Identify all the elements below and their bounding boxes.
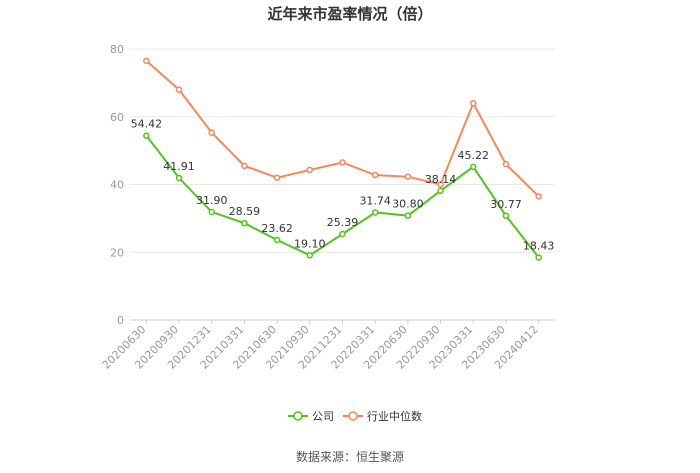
source-note: 数据来源：恒生聚源	[295, 450, 404, 464]
data-point	[404, 212, 412, 219]
data-label: 38.14	[425, 173, 457, 186]
legend-item-industry-median: 行业中位数	[343, 409, 422, 423]
data-point	[273, 236, 281, 244]
data-point	[273, 174, 281, 181]
legend-label: 行业中位数	[367, 409, 422, 423]
y-tick-label: 60	[110, 111, 124, 124]
chart-title: 近年来市盈率情况（倍）	[267, 5, 433, 23]
data-point	[208, 208, 215, 216]
data-point	[371, 171, 379, 179]
data-label: 28.59	[229, 205, 261, 218]
data-point	[143, 132, 150, 139]
y-tick-label: 20	[110, 246, 124, 259]
data-point	[502, 212, 510, 220]
data-point	[535, 254, 542, 261]
legend-label: 公司	[312, 410, 334, 423]
data-label: 19.10	[294, 237, 326, 250]
data-point	[437, 187, 444, 195]
data-label: 31.74	[359, 194, 391, 207]
legend-marker	[348, 411, 358, 421]
data-point	[241, 162, 248, 170]
legend-item-company: 公司	[288, 410, 334, 423]
data-label: 18.43	[523, 240, 555, 253]
legend-marker	[293, 411, 303, 421]
data-point	[175, 86, 183, 93]
data-label: 54.42	[131, 118, 163, 131]
data-point	[502, 160, 510, 168]
y-tick-label: 80	[110, 43, 124, 56]
data-label: 45.22	[458, 149, 490, 162]
data-point	[241, 219, 248, 227]
data-label: 30.77	[490, 198, 522, 211]
data-point	[306, 166, 314, 174]
data-label: 25.39	[327, 216, 359, 229]
data-point	[306, 252, 314, 259]
data-point	[143, 57, 150, 65]
data-point	[175, 174, 183, 182]
data-point	[437, 181, 444, 188]
data-label: 23.62	[261, 222, 293, 235]
data-label: 30.80	[392, 198, 424, 211]
data-label: 31.90	[196, 194, 228, 207]
data-point	[339, 230, 346, 238]
y-tick-label: 40	[110, 179, 124, 192]
data-point	[535, 193, 542, 200]
data-point	[339, 159, 346, 166]
data-point	[208, 129, 215, 136]
data-point	[371, 209, 379, 216]
data-point	[404, 173, 412, 180]
y-tick-label: 0	[117, 314, 124, 327]
data-label: 41.91	[163, 160, 195, 173]
data-point	[470, 99, 477, 107]
data-point	[470, 163, 477, 171]
